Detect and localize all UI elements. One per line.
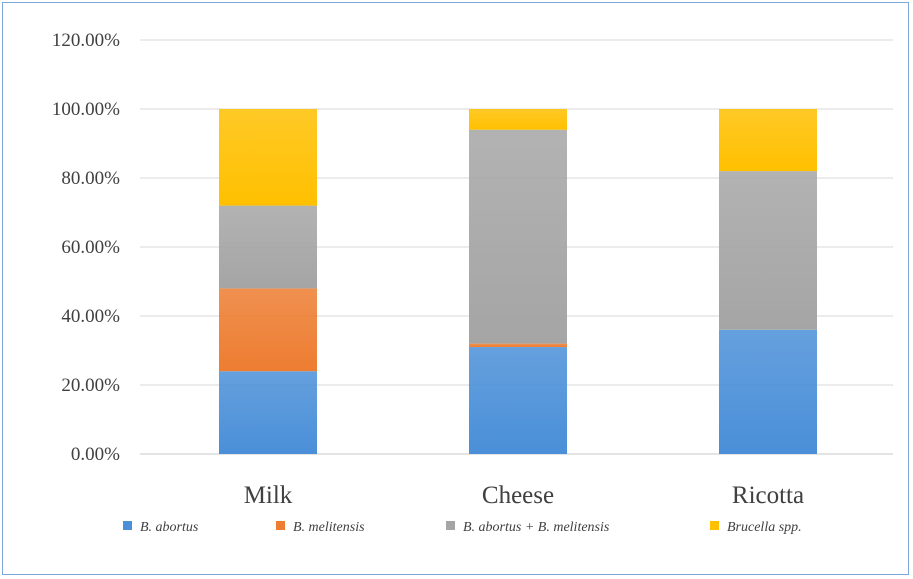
legend: B. abortus B. melitensis B. abortus + B. m… <box>123 520 802 535</box>
bar-segment <box>219 109 317 206</box>
bar-segment <box>719 329 817 454</box>
y-tick-label: 100.00% <box>52 99 120 120</box>
legend-swatch <box>276 521 285 530</box>
y-tick-label: 0.00% <box>71 444 120 465</box>
y-axis-tick-labels: 0.00% 20.00% 40.00% 60.00% 80.00% 100.00% 120.… <box>52 30 120 465</box>
bar-segment <box>469 109 567 130</box>
legend-label: B. abortus + B. melitensis <box>463 520 610 535</box>
bar-segment <box>719 109 817 172</box>
y-tick-label: 80.00% <box>61 168 120 189</box>
x-category-label: Ricotta <box>732 482 804 509</box>
bar-segment <box>469 129 567 344</box>
legend-swatch <box>710 521 719 530</box>
y-tick-label: 120.00% <box>52 30 120 51</box>
bar-segment <box>469 347 567 454</box>
legend-label: B. melitensis <box>293 520 365 535</box>
legend-label: B. abortus <box>140 520 199 535</box>
bars <box>219 109 817 454</box>
x-category-label: Milk <box>244 482 293 509</box>
legend-swatch <box>123 521 132 530</box>
y-tick-label: 20.00% <box>61 375 120 396</box>
bar-segment <box>719 171 817 330</box>
bar-segment <box>469 343 567 348</box>
legend-label: Brucella spp. <box>727 520 802 535</box>
bar-segment <box>219 371 317 454</box>
y-tick-label: 40.00% <box>61 306 120 327</box>
x-axis-category-labels: Milk Cheese Ricotta <box>244 482 804 509</box>
bar-segment <box>219 205 317 289</box>
x-category-label: Cheese <box>482 482 554 509</box>
y-tick-label: 60.00% <box>61 237 120 258</box>
legend-swatch <box>446 521 455 530</box>
bar-segment <box>219 288 317 372</box>
